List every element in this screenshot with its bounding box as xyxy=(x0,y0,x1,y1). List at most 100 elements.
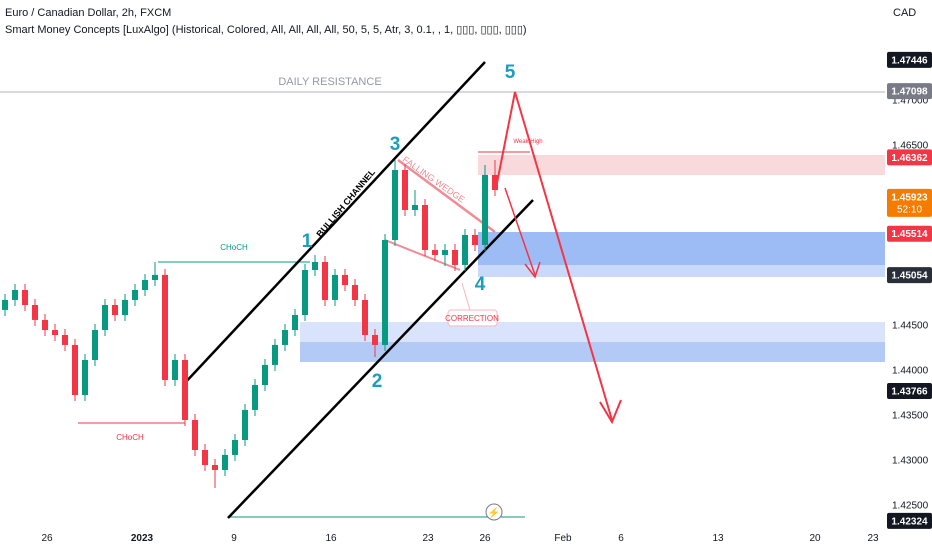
candle-body xyxy=(102,305,108,331)
candle-body xyxy=(272,344,278,365)
price-badge xyxy=(887,225,932,242)
candle-body xyxy=(172,359,178,380)
price-badge-label: 1.47098 xyxy=(891,87,928,98)
x-tick-label: Feb xyxy=(554,533,572,544)
annotation: CHoCH xyxy=(220,243,248,252)
x-tick-label: 16 xyxy=(325,533,337,544)
candle-body xyxy=(92,330,98,360)
countdown: 52:10 xyxy=(897,204,922,215)
event-icon-glyph: ⚡ xyxy=(488,506,500,519)
annotation: FALLING WEDGE xyxy=(401,154,467,204)
candle-body xyxy=(212,465,218,470)
price-badge-label: 1.43766 xyxy=(891,387,928,398)
price-badge-label: 1.46362 xyxy=(891,153,928,164)
price-badge xyxy=(887,383,932,400)
candle-body xyxy=(32,305,38,320)
demand-zone xyxy=(478,232,885,265)
candle-body xyxy=(2,299,8,310)
candle-body xyxy=(482,174,488,245)
indicator-legend: Smart Money Concepts [LuxAlgo] (Historic… xyxy=(5,24,527,36)
wave-number: 3 xyxy=(390,134,401,155)
candle-body xyxy=(82,359,88,396)
y-tick-label: 1.46500 xyxy=(892,140,929,151)
candle-body xyxy=(402,170,408,210)
channel-lower xyxy=(227,199,534,519)
annotation: CORRECTION xyxy=(445,314,499,323)
candle-body xyxy=(42,319,48,331)
annotation: DAILY RESISTANCE xyxy=(278,76,381,88)
annotation: BULLISH CHANNEL xyxy=(314,167,377,239)
projection-arrow xyxy=(496,91,613,421)
candle-body xyxy=(242,409,248,441)
demand-zone-low-light xyxy=(300,322,885,342)
correction-arrow xyxy=(504,187,536,276)
x-tick-label: 26 xyxy=(41,533,53,544)
supply-zone xyxy=(478,155,885,175)
x-tick-label: 13 xyxy=(712,533,724,544)
candle-body xyxy=(362,299,368,335)
x-tick-label: 23 xyxy=(867,533,879,544)
candle-body xyxy=(52,330,58,335)
price-badge xyxy=(887,149,932,166)
y-tick-label: 1.43000 xyxy=(892,455,929,466)
price-badge-label: 1.45923 xyxy=(891,192,928,203)
candle-body xyxy=(392,170,398,241)
candle-body xyxy=(492,174,498,190)
event-icon xyxy=(485,503,503,521)
candle-body xyxy=(232,440,238,455)
candle-body xyxy=(12,289,18,300)
wedge-lower xyxy=(384,239,461,271)
price-badge xyxy=(887,188,932,217)
candle-body xyxy=(262,364,268,386)
candle-body xyxy=(222,454,228,470)
candle-body xyxy=(252,385,258,410)
candle-body xyxy=(382,240,388,345)
price-badge-label: 1.45514 xyxy=(891,229,928,240)
candle-body xyxy=(462,234,468,265)
candle-body xyxy=(282,330,288,345)
x-tick-label: 23 xyxy=(422,533,434,544)
candle-body xyxy=(192,420,198,450)
y-tick-label: 1.44500 xyxy=(892,320,929,331)
price-badge-label: 1.45054 xyxy=(891,271,928,282)
candle-body xyxy=(312,261,318,270)
candle-body xyxy=(132,289,138,300)
x-tick-label: 9 xyxy=(231,533,237,544)
candle-body xyxy=(72,344,78,396)
x-tick-label: 6 xyxy=(618,533,624,544)
correction-box xyxy=(447,309,498,327)
wedge-upper xyxy=(397,158,496,234)
candle-body xyxy=(332,274,338,300)
candle-body xyxy=(472,234,478,245)
candle-body xyxy=(372,334,378,345)
candle-body xyxy=(22,289,28,306)
x-tick-label: 2023 xyxy=(131,533,154,544)
candle-body xyxy=(142,279,148,290)
candle-body xyxy=(302,269,308,315)
candle-body xyxy=(342,274,348,286)
y-tick-label: 1.42500 xyxy=(892,500,929,511)
candle-body xyxy=(452,250,458,265)
annotation: CHoCH xyxy=(116,433,144,442)
price-badge xyxy=(887,512,932,529)
candle-body xyxy=(432,250,438,255)
y-tick-label: 1.43500 xyxy=(892,410,929,421)
annotation: Weak High xyxy=(513,139,542,145)
channel-upper xyxy=(182,61,486,386)
candle-body xyxy=(352,285,358,300)
demand-zone-light xyxy=(478,265,885,277)
candle-body xyxy=(162,274,168,380)
candle-body xyxy=(412,205,418,210)
wave-number: 4 xyxy=(475,274,486,295)
wave-number: 1 xyxy=(302,231,313,252)
candle-body xyxy=(292,314,298,331)
chart-title: Euro / Canadian Dollar, 2h, FXCM xyxy=(5,7,171,19)
price-badge xyxy=(887,51,932,68)
candle-body xyxy=(112,305,118,315)
wave-number: 5 xyxy=(505,62,516,83)
candle-body xyxy=(62,334,68,345)
price-badge-label: 1.42324 xyxy=(891,516,928,527)
wave-number: 2 xyxy=(372,371,383,392)
